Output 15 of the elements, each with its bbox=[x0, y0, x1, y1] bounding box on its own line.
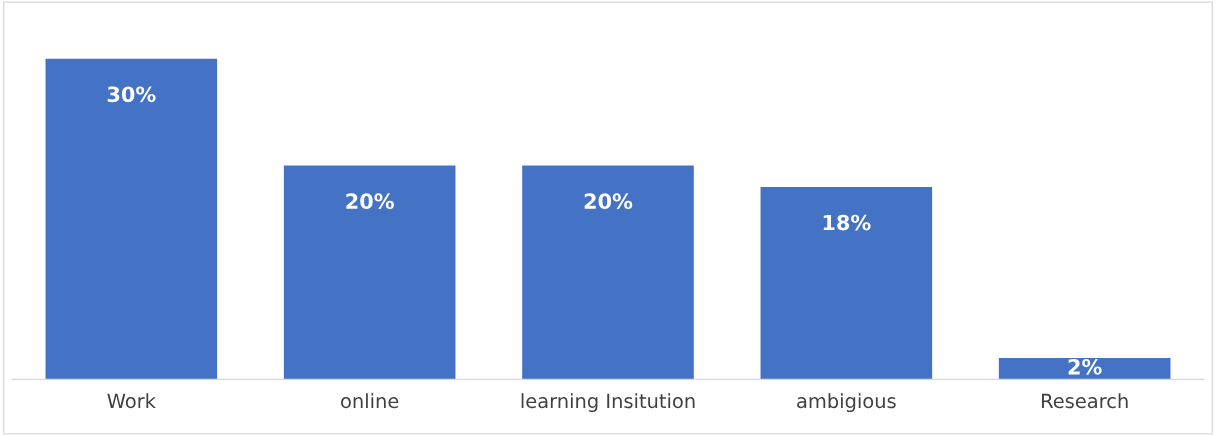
bar bbox=[998, 357, 1171, 380]
bar bbox=[522, 165, 694, 380]
x-tick-label: ambigious bbox=[797, 393, 896, 413]
data-label: 18% bbox=[823, 214, 871, 231]
bar bbox=[283, 165, 456, 380]
data-label: 20% bbox=[346, 193, 394, 210]
x-tick-label: Work bbox=[107, 393, 156, 409]
bar bbox=[45, 58, 218, 380]
data-label: 20% bbox=[584, 193, 633, 210]
data-label: 30% bbox=[107, 86, 156, 103]
bar bbox=[760, 186, 933, 380]
x-tick-label: learning Insitution bbox=[521, 393, 695, 413]
x-tick-label: online bbox=[341, 393, 399, 409]
x-tick-label: Research bbox=[1041, 393, 1128, 409]
data-label: 2% bbox=[1068, 358, 1102, 375]
